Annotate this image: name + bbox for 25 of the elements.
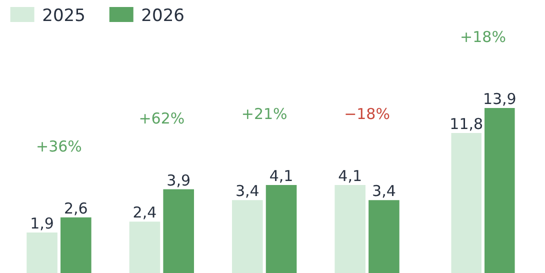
text: +18% (460, 28, 506, 46)
data-label: 2,6 (64, 199, 88, 218)
bar (26, 232, 58, 273)
data-label: 1,9 (30, 214, 54, 232)
data-label: 3,4 (235, 182, 260, 200)
data-label: 4,1 (269, 166, 294, 185)
text: +36% (36, 137, 82, 156)
text: +62% (138, 109, 185, 128)
data-label: 3,9 (166, 171, 191, 190)
bar (368, 200, 400, 273)
text: +21% (241, 104, 288, 123)
data-label: 2,4 (132, 204, 157, 222)
data-label: 4,1 (338, 166, 362, 185)
bar (129, 222, 160, 273)
bar (232, 200, 263, 273)
data-label: 11,8 (450, 115, 484, 134)
bar (266, 184, 297, 273)
data-label: 3,4 (372, 182, 396, 200)
bar (163, 189, 194, 273)
legend-label: 2026 (141, 6, 184, 26)
bar (60, 217, 92, 273)
text: −18% (344, 104, 390, 123)
bar (334, 184, 366, 273)
legend-label: 2025 (42, 6, 86, 26)
data-label: 13,9 (482, 90, 516, 108)
